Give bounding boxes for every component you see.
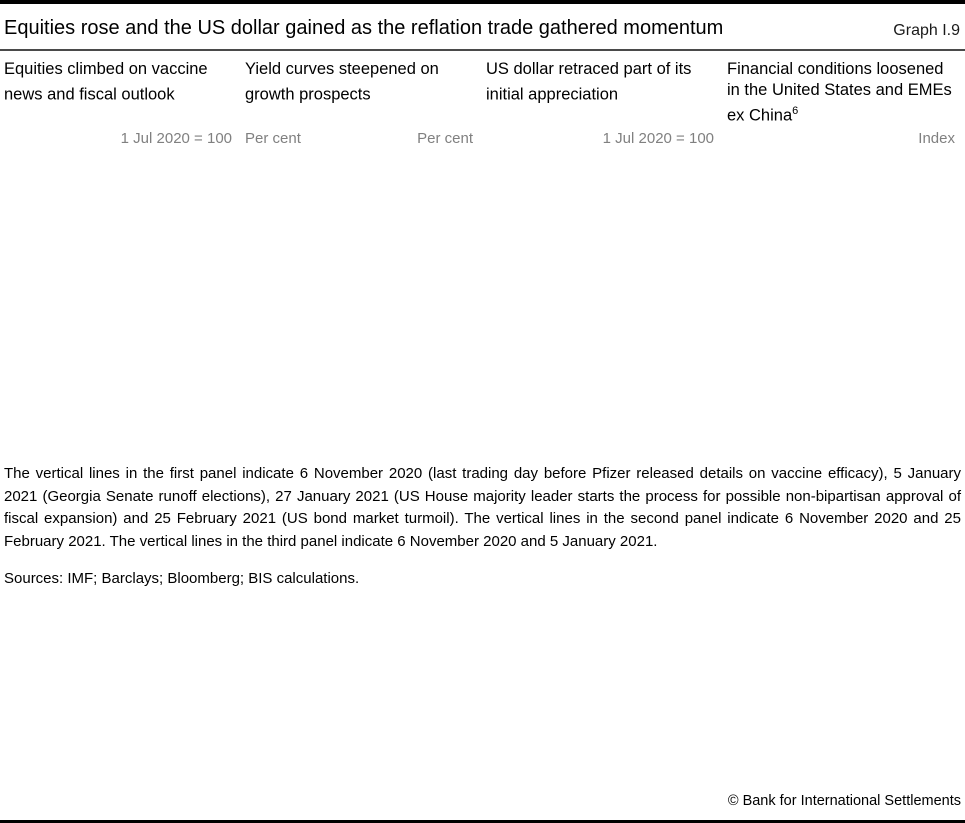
plot-area	[3, 149, 241, 449]
top-rule	[0, 0, 965, 4]
panel-title-text: Yield curves steepened on growth prospec…	[245, 60, 439, 104]
right-axis-unit: 1 Jul 2020 = 100	[120, 130, 232, 147]
panel-equities: Equities climbed on vaccine news and fis…	[0, 55, 241, 449]
equities-plot	[0, 149, 241, 449]
bottom-rule	[0, 820, 965, 823]
right-axis-unit: Per cent	[417, 130, 473, 147]
graph-number-label: Graph I.9	[893, 22, 960, 39]
graph-title: Equities rose and the US dollar gained a…	[4, 17, 724, 39]
right-axis-unit: Index	[918, 130, 955, 147]
copyright-line: © Bank for International Settlements	[727, 793, 961, 809]
left-axis-unit: Per cent	[245, 130, 301, 147]
header: Equities rose and the US dollar gained a…	[0, 4, 965, 51]
axis-unit-row: Per cent Per cent	[241, 129, 482, 149]
yield-curves-plot	[241, 149, 482, 449]
us-dollar-plot	[482, 149, 723, 449]
axis-unit-row: Index	[723, 129, 964, 149]
panel-title-text: Financial conditions loosened in the Uni…	[727, 60, 952, 125]
panel-title: Equities climbed on vaccine news and fis…	[0, 55, 241, 129]
right-axis-unit: 1 Jul 2020 = 100	[602, 130, 714, 147]
event-lines-note: The vertical lines in the first panel in…	[4, 465, 961, 550]
axis-unit-row: 1 Jul 2020 = 100	[0, 129, 241, 149]
panel-yield-curves: Yield curves steepened on growth prospec…	[241, 55, 482, 449]
panel-title-sup: 6	[792, 105, 799, 117]
panel-title: Financial conditions loosened in the Uni…	[723, 55, 964, 129]
sources-line: Sources: IMF; Barclays; Bloomberg; BIS c…	[4, 570, 360, 587]
panel-title: US dollar retraced part of its initial a…	[482, 55, 723, 129]
panel-financial-conditions: Financial conditions loosened in the Uni…	[723, 55, 964, 449]
panel-title-text: US dollar retraced part of its initial a…	[486, 60, 692, 104]
panel-us-dollar: US dollar retraced part of its initial a…	[482, 55, 723, 449]
axis-unit-row: 1 Jul 2020 = 100	[482, 129, 723, 149]
panel-title-text: Equities climbed on vaccine news and fis…	[4, 60, 208, 104]
panels-row: Equities climbed on vaccine news and fis…	[0, 55, 965, 449]
panel-title: Yield curves steepened on growth prospec…	[241, 55, 482, 129]
financial-conditions-plot	[723, 149, 964, 449]
